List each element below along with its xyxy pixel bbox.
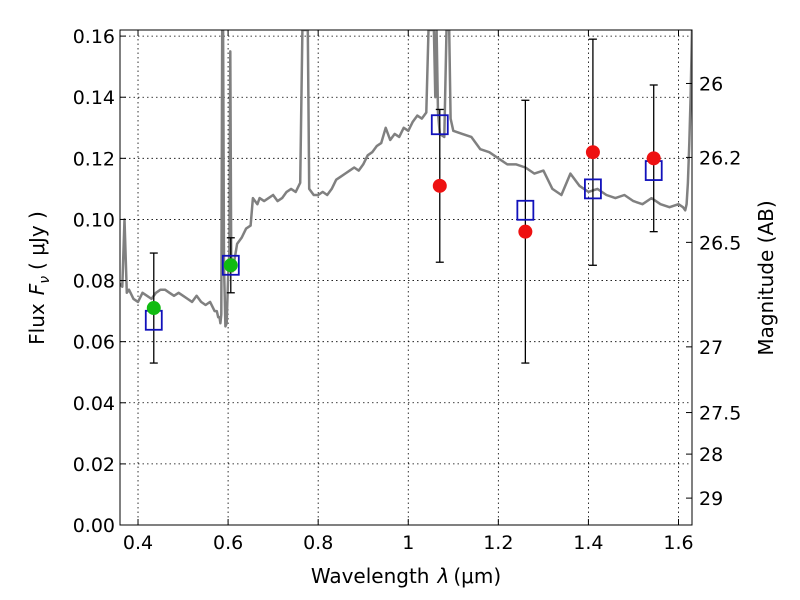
model-spectrum	[120, 30, 692, 328]
y2-tick-label: 26.2	[699, 147, 741, 169]
y-tick-label: 0.14	[73, 87, 115, 109]
observed-point	[518, 224, 533, 239]
observed-point	[432, 178, 447, 193]
x-tick-label: 0.8	[303, 532, 333, 554]
y2-tick-label: 29	[699, 488, 723, 510]
y-tick-label: 0.16	[73, 26, 115, 48]
y2-tick-label: 26	[699, 73, 723, 95]
x-axis-label: Wavelength λ (μm)	[311, 564, 501, 588]
x-tick-label: 1.4	[573, 532, 603, 554]
y2-tick-label: 26.5	[699, 232, 741, 254]
model-point	[221, 254, 240, 276]
y-tick-label: 0.04	[73, 393, 115, 415]
y-tick-label: 0.08	[73, 271, 115, 293]
observed-point	[585, 145, 600, 160]
y-tick-label: 0.02	[73, 454, 115, 476]
observed-point	[223, 258, 238, 273]
model-point	[584, 178, 602, 200]
y2-tick-label: 27	[699, 337, 723, 359]
x-tick-label: 0.6	[213, 532, 243, 554]
x-tick-label: 1.2	[483, 532, 513, 554]
model-point	[430, 114, 449, 136]
y2-axis-label: Magnitude (AB)	[754, 200, 778, 355]
y-axis-label: FluxFν( μJy )	[25, 211, 53, 345]
observed-point	[646, 151, 661, 166]
y2-tick-label: 28	[699, 444, 723, 466]
y-tick-label: 0.12	[73, 148, 115, 170]
model-point	[516, 199, 535, 221]
x-tick-label: 0.4	[123, 532, 153, 554]
spectrum-line	[120, 30, 692, 328]
y-tick-label: 0.00	[73, 515, 115, 537]
y2-tick-label: 27.5	[699, 403, 741, 425]
observed-photometry	[146, 145, 661, 316]
plot-frame	[119, 29, 693, 526]
y-tick-label: 0.06	[73, 332, 115, 354]
grid	[120, 30, 692, 526]
x-tick-label: 1.6	[663, 532, 693, 554]
observed-point	[146, 301, 161, 316]
y-tick-label: 0.10	[73, 209, 115, 231]
x-tick-label: 1	[402, 532, 414, 554]
ticks: 0.4 0.6 0.8 1 1.2 1.4 1.6 0.00 0.02 0.04 0.06 0.08 0…	[73, 26, 742, 554]
